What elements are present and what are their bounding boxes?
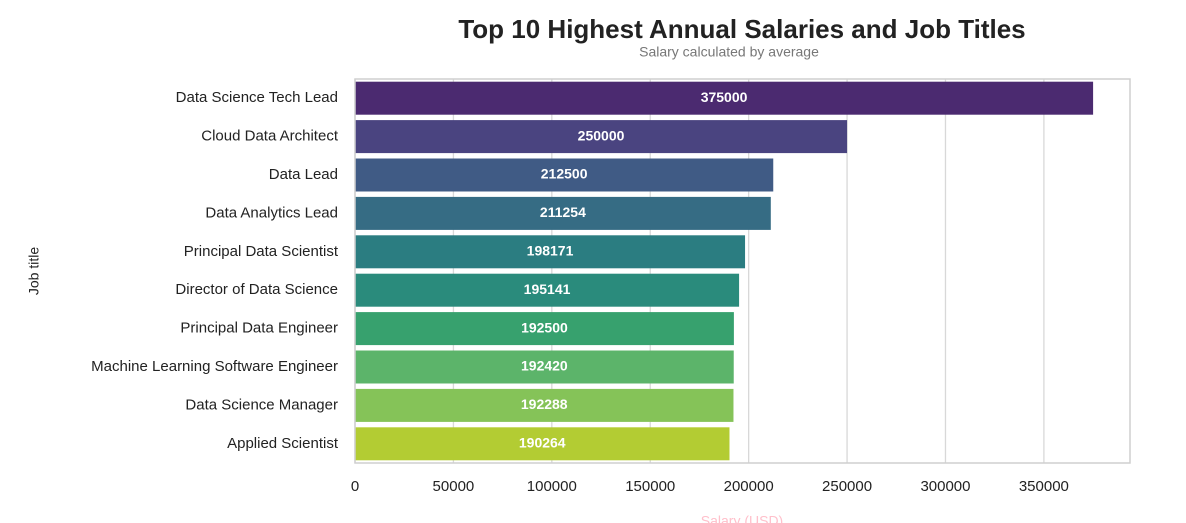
bar: [355, 158, 774, 192]
x-axis-label: Salary (USD): [701, 513, 783, 523]
value-label: 198171: [527, 243, 574, 259]
y-tick-label: Data Lead: [269, 166, 338, 183]
value-label: 250000: [578, 127, 625, 143]
chart-title: Top 10 Highest Annual Salaries and Job T…: [458, 14, 1025, 44]
x-tick-label: 50000: [433, 478, 475, 495]
y-tick-label: Applied Scientist: [227, 435, 339, 452]
value-label: 192500: [521, 319, 568, 335]
value-label: 212500: [541, 166, 588, 182]
bar: [355, 312, 734, 346]
value-label: 375000: [701, 89, 748, 105]
bar: [355, 350, 734, 384]
value-label: 211254: [540, 204, 586, 220]
bar: [355, 273, 740, 307]
value-label: 192288: [521, 396, 568, 412]
y-tick-label: Machine Learning Software Engineer: [91, 358, 338, 375]
bar: [355, 81, 1094, 115]
bar: [355, 427, 730, 461]
y-tick-label: Data Science Manager: [185, 396, 338, 413]
x-tick-label: 300000: [920, 478, 970, 495]
x-tick-label: 350000: [1019, 478, 1069, 495]
y-tick-label: Cloud Data Architect: [201, 128, 339, 145]
x-tick-label: 250000: [822, 478, 872, 495]
value-label: 195141: [524, 281, 571, 297]
x-tick-label: 100000: [527, 478, 577, 495]
bar: [355, 120, 848, 154]
bar: [355, 388, 734, 422]
value-label: 190264: [519, 435, 566, 451]
y-tick-label: Principal Data Engineer: [180, 320, 338, 337]
chart-subtitle: Salary calculated by average: [639, 44, 819, 60]
y-tick-label: Principal Data Scientist: [184, 243, 339, 260]
y-tick-label: Data Science Tech Lead: [176, 89, 338, 106]
y-axis-label: Job title: [26, 247, 42, 295]
plot-frame: [354, 78, 1131, 464]
bar: [355, 196, 771, 230]
x-tick-label: 0: [351, 478, 359, 495]
y-tick-label: Director of Data Science: [175, 281, 338, 298]
x-tick-label: 200000: [724, 478, 774, 495]
value-label: 192420: [521, 358, 568, 374]
y-tick-label: Data Analytics Lead: [205, 204, 338, 221]
x-tick-label: 150000: [625, 478, 675, 495]
bar: [355, 235, 746, 269]
